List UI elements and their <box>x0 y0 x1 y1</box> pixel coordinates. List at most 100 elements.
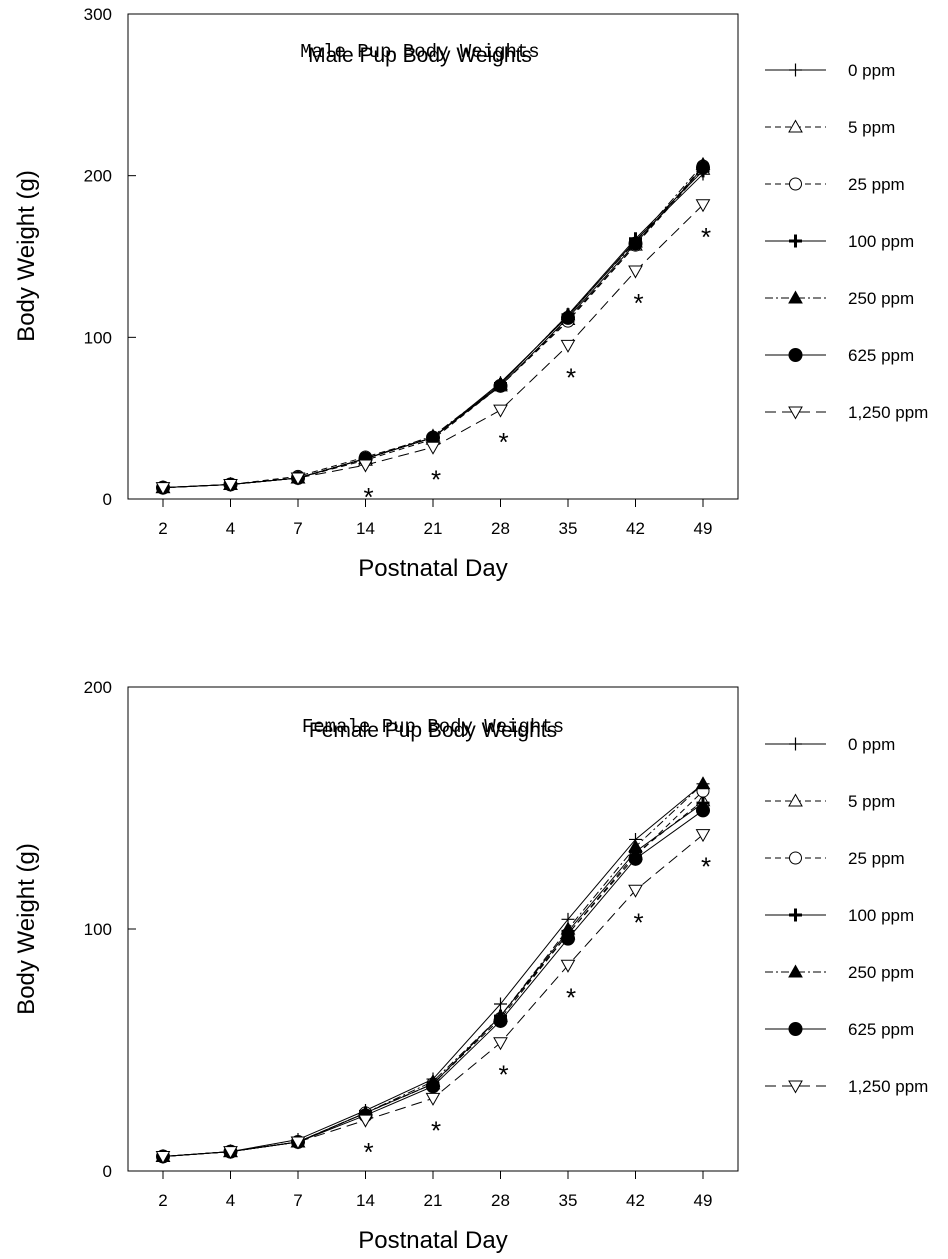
series-6 <box>157 200 710 494</box>
x-tick-label: 28 <box>491 519 510 538</box>
legend-entry: 250 ppm <box>765 963 914 982</box>
legend-label: 25 ppm <box>848 175 905 194</box>
data-point <box>562 340 575 352</box>
series-3 <box>157 797 710 1163</box>
y-tick-label: 300 <box>84 5 112 24</box>
significance-asterisk: * <box>363 482 373 512</box>
x-tick-label: 42 <box>626 519 645 538</box>
legend-entry: 0 ppm <box>765 735 895 754</box>
y-tick-label: 0 <box>103 1162 112 1181</box>
legend-entry: 625 ppm <box>765 1020 914 1039</box>
x-tick-label: 14 <box>356 519 375 538</box>
series-group <box>157 777 710 1163</box>
legend-label: 250 ppm <box>848 963 914 982</box>
significance-asterisk: * <box>566 362 576 392</box>
x-tick-label: 2 <box>158 519 167 538</box>
data-point <box>494 1038 507 1050</box>
data-point <box>494 405 507 417</box>
legend-marker <box>789 349 802 362</box>
x-tick-label: 49 <box>694 519 713 538</box>
x-tick-label: 49 <box>694 1191 713 1210</box>
series-6 <box>157 830 710 1163</box>
x-tick-label: 14 <box>356 1191 375 1210</box>
data-point <box>494 1014 507 1027</box>
chart-title-text: Female Pup Body Weights <box>309 719 557 742</box>
legend-entry: 625 ppm <box>765 346 914 365</box>
legend-entry: 1,250 ppm <box>765 403 928 422</box>
legend-label: 5 ppm <box>848 118 895 137</box>
y-tick-label: 0 <box>103 490 112 509</box>
series-line <box>163 835 703 1157</box>
x-tick-label: 21 <box>424 519 443 538</box>
legend-marker <box>789 795 802 807</box>
series-group <box>157 158 710 494</box>
significance-asterisk: * <box>498 427 508 457</box>
legend-entry: 100 ppm <box>765 906 914 925</box>
legend-marker <box>789 292 802 304</box>
legend-marker <box>789 738 802 751</box>
x-tick-label: 7 <box>293 1191 302 1210</box>
legend-label: 625 ppm <box>848 346 914 365</box>
y-tick-label: 200 <box>84 678 112 697</box>
legend-label: 625 ppm <box>848 1020 914 1039</box>
data-point <box>562 932 575 945</box>
y-axis-label: Body Weight (g) <box>13 170 40 342</box>
legend-marker <box>789 1081 802 1093</box>
legend-marker <box>789 64 802 77</box>
legend: 0 ppm 5 ppm 25 ppm 100 ppm 250 ppm 625 ppm 1,2… <box>765 735 928 1096</box>
x-tick-label: 21 <box>424 1191 443 1210</box>
legend-entry: 250 ppm <box>765 289 914 308</box>
chart-title-text: Male Pup Body Weights <box>308 44 532 67</box>
legend-label: 1,250 ppm <box>848 403 928 422</box>
legend-entry: 1,250 ppm <box>765 1077 928 1096</box>
legend-marker <box>790 852 802 864</box>
legend-label: 1,250 ppm <box>848 1077 928 1096</box>
data-point <box>629 840 642 852</box>
data-point <box>494 379 507 392</box>
female-weights-chart: 0 100 200 2 4 7 14 21 28 35 42 49 Postnatal Day Body … <box>13 678 928 1254</box>
data-point <box>427 1080 440 1093</box>
x-tick-label: 4 <box>226 1191 235 1210</box>
x-tick-label: 28 <box>491 1191 510 1210</box>
plot-frame <box>128 14 738 499</box>
significance-markers: ****** <box>363 852 711 1168</box>
x-tick-label: 7 <box>293 519 302 538</box>
legend-label: 250 ppm <box>848 289 914 308</box>
legend-label: 0 ppm <box>848 735 895 754</box>
significance-asterisk: * <box>566 982 576 1012</box>
legend-label: 25 ppm <box>848 849 905 868</box>
significance-asterisk: * <box>363 1137 373 1167</box>
legend-entry: 25 ppm <box>765 849 905 868</box>
data-point <box>697 804 710 817</box>
data-point <box>427 442 440 454</box>
legend-entry: 0 ppm <box>765 61 895 80</box>
legend-entry: 5 ppm <box>765 118 895 137</box>
data-point <box>562 311 575 324</box>
legend-marker <box>789 1023 802 1036</box>
significance-asterisk: * <box>633 907 643 937</box>
legend-label: 5 ppm <box>848 792 895 811</box>
legend-marker <box>789 966 802 978</box>
x-tick-label: 4 <box>226 519 235 538</box>
significance-asterisk: * <box>701 852 711 882</box>
legend-entry: 25 ppm <box>765 175 905 194</box>
x-tick-label: 35 <box>559 1191 578 1210</box>
y-tick-label: 100 <box>84 328 112 347</box>
data-point <box>359 460 372 472</box>
male-weights-chart: 01002003002 4 7 14 21 28 35 42 49Postnatal DayBo… <box>13 5 928 582</box>
x-tick-label: 42 <box>626 1191 645 1210</box>
data-point <box>427 1093 440 1105</box>
data-point <box>697 161 710 174</box>
legend-entry: 100 ppm <box>765 232 914 251</box>
y-axis-label: Body Weight (g) <box>13 843 40 1015</box>
x-tick-label: 2 <box>158 1191 167 1210</box>
legend-label: 0 ppm <box>848 61 895 80</box>
x-axis: 2 4 7 14 21 28 35 42 49 <box>158 1171 712 1210</box>
significance-markers: ****** <box>363 222 711 512</box>
legend: 0 ppm 5 ppm 25 ppm 100 ppm 250 ppm 625 ppm 1,2… <box>765 61 928 422</box>
legend-marker <box>789 407 802 419</box>
legend-label: 100 ppm <box>848 232 914 251</box>
significance-asterisk: * <box>431 464 441 494</box>
significance-asterisk: * <box>633 288 643 318</box>
